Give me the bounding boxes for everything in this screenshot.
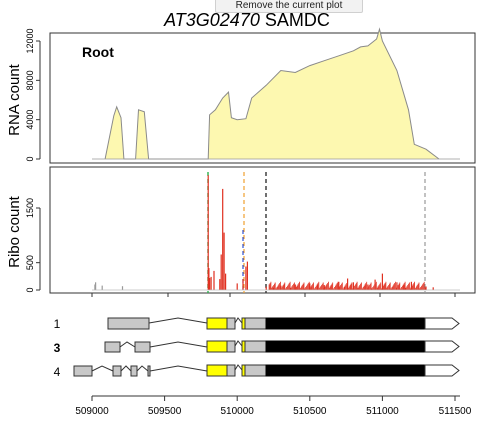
intron xyxy=(120,365,132,372)
intron xyxy=(119,341,136,348)
uorf-exon xyxy=(206,340,228,353)
utr-exon xyxy=(244,340,267,353)
utr-exon xyxy=(226,340,236,353)
utr-exon xyxy=(112,365,122,377)
rna-coverage-line xyxy=(104,27,440,160)
utr-3prime xyxy=(424,364,460,377)
utr-exon xyxy=(107,317,150,330)
remove-plot-tooltip: Remove the current plot xyxy=(215,0,363,13)
intron xyxy=(149,341,208,348)
transcript-3[interactable]: 3 xyxy=(54,340,460,355)
tissue-label: Root xyxy=(82,44,114,60)
transcript-1[interactable]: 1 xyxy=(54,317,460,331)
utr-exon xyxy=(130,365,138,377)
rna-ylabel: RNA count xyxy=(6,63,23,136)
rna-y-tick-label: 8000 xyxy=(25,70,35,90)
utr-3prime xyxy=(424,317,460,330)
x-tick-label: 511000 xyxy=(366,406,399,417)
utr-exon xyxy=(244,364,267,377)
intron xyxy=(148,317,208,324)
x-tick-label: 509000 xyxy=(75,406,109,417)
uorf-exon xyxy=(206,317,228,330)
transcript-label: 4 xyxy=(54,365,61,379)
gene-id: AT3G02470 xyxy=(164,10,260,30)
gene-name: SAMDC xyxy=(264,10,330,30)
utr-exon xyxy=(244,317,267,330)
utr-exon xyxy=(73,365,93,377)
rna-y-tick-label: 0 xyxy=(25,156,35,161)
rna-y-tick-label: 12000 xyxy=(25,28,35,53)
utr-exon xyxy=(134,341,151,353)
cds-exon xyxy=(265,364,426,377)
rna-coverage-area xyxy=(105,29,440,160)
utr-exon xyxy=(147,365,151,377)
utr-exon xyxy=(226,317,236,330)
transcript-label: 1 xyxy=(54,317,61,331)
intron xyxy=(91,365,114,372)
utr-exon xyxy=(104,341,121,353)
x-tick-label: 510500 xyxy=(293,406,327,417)
intron xyxy=(234,317,243,324)
x-tick-label: 509500 xyxy=(148,406,182,417)
intron xyxy=(149,365,208,372)
ribo-ylabel: Ribo count xyxy=(6,195,23,268)
cds-exon xyxy=(265,317,426,330)
uorf-exon xyxy=(206,364,228,377)
cds-exon xyxy=(265,340,426,353)
ribo-panel-frame xyxy=(49,166,476,294)
transcript-label: 3 xyxy=(54,341,61,355)
x-tick-label: 511500 xyxy=(439,406,472,417)
ribo-y-tick-label: 1500 xyxy=(25,198,35,218)
ribo-y-tick-label: 0 xyxy=(25,287,35,292)
rna-panel-frame xyxy=(49,32,476,164)
transcript-4[interactable]: 4 xyxy=(54,364,460,379)
intron xyxy=(234,340,243,347)
rna-y-tick-label: 4000 xyxy=(25,110,35,130)
x-tick-label: 510000 xyxy=(221,406,255,417)
utr-3prime xyxy=(424,340,460,353)
intron xyxy=(234,364,243,371)
plot-title: AT3G02470 SAMDC xyxy=(0,10,494,31)
utr-exon xyxy=(226,364,236,377)
intron xyxy=(136,365,149,372)
ribo-y-tick-label: 500 xyxy=(25,255,35,270)
